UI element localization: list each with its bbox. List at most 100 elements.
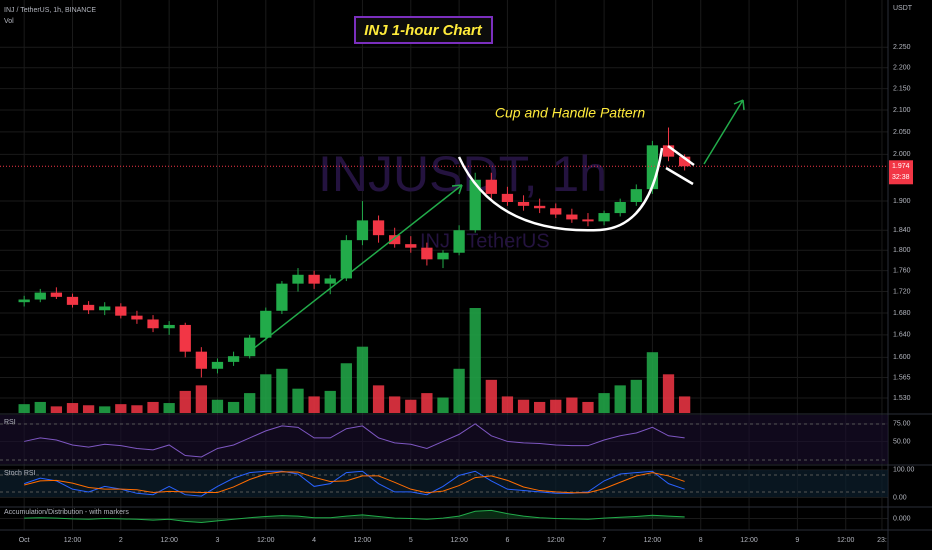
handle-lines — [665, 144, 695, 186]
volume-label: Vol — [4, 18, 14, 25]
arrow-head — [451, 184, 463, 195]
volume-bar — [147, 401, 159, 413]
volume-bar — [405, 399, 417, 413]
volume-bar — [66, 403, 79, 413]
candle-body — [260, 310, 272, 338]
y-tick-label: 0.00 — [893, 494, 907, 501]
candle-body — [276, 283, 288, 311]
y-tick-label: 1.840 — [893, 227, 911, 234]
candle-body — [517, 201, 530, 206]
x-tick-label: 12:00 — [354, 537, 372, 544]
x-tick-label: 4 — [312, 537, 316, 544]
rsi-band — [0, 415, 888, 464]
volume-bar — [179, 390, 191, 413]
candle-body — [614, 201, 626, 214]
cup-curve — [457, 147, 664, 232]
indicator-line — [24, 471, 685, 494]
volume-bar — [195, 385, 207, 413]
y-tick-label: 1.680 — [893, 310, 911, 317]
last-price-label: 1.974 — [892, 163, 910, 170]
x-tick-label: 8 — [699, 537, 703, 544]
volume-bar — [646, 352, 659, 413]
x-tick-label: 2 — [119, 537, 123, 544]
volume-bar — [598, 393, 610, 413]
candle-body — [66, 296, 79, 305]
volume-bar — [324, 390, 336, 413]
candle-body — [389, 235, 401, 245]
volume-bar — [227, 401, 240, 413]
candle-body — [244, 337, 256, 357]
volume-bar — [260, 374, 272, 413]
x-tick-label: 9 — [795, 537, 799, 544]
arrow-head — [733, 99, 745, 111]
watermark: INJUSDT, 1h — [318, 146, 607, 202]
x-tick-label: 12:00 — [547, 537, 565, 544]
candle-body — [566, 214, 578, 220]
candle-body — [453, 230, 465, 253]
candle-body — [99, 306, 111, 311]
candle-body — [115, 306, 127, 316]
stoch-band — [0, 470, 888, 497]
volume-bar — [582, 401, 594, 413]
volume-bar — [630, 379, 642, 413]
candle-body — [582, 219, 594, 222]
candle-body — [501, 193, 514, 202]
candle-body — [646, 145, 659, 190]
volume-bar — [517, 399, 530, 413]
y-tick-label: 2.050 — [893, 129, 911, 136]
symbol-label: INJ / TetherUS, 1h, BINANCE — [4, 7, 96, 14]
pane-title: Stoch RSI — [4, 470, 36, 477]
candle-body — [131, 315, 143, 320]
pane-title: Accumulation/Distribution - with markers — [4, 509, 129, 516]
x-tick-label: 12:00 — [257, 537, 275, 544]
x-tick-label: 3 — [216, 537, 220, 544]
candle-body — [308, 274, 320, 284]
volume-bar — [115, 404, 127, 413]
y-tick-label: 50.00 — [893, 438, 911, 445]
y-tick-label: 100.00 — [893, 467, 915, 474]
volume-bar — [678, 396, 691, 413]
volume-bar — [340, 363, 352, 413]
y-tick-label: 2.100 — [893, 107, 911, 114]
x-tick-label: 12:00 — [837, 537, 855, 544]
last-price-tag — [889, 160, 913, 185]
volume-bar — [211, 399, 224, 413]
x-tick-label: 12:00 — [160, 537, 178, 544]
y-tick-label: 1.640 — [893, 332, 911, 339]
volume-bar — [163, 403, 175, 413]
volume-bar — [50, 406, 63, 413]
candle-body — [405, 244, 417, 248]
volume-bar — [469, 308, 481, 413]
volume-bar — [292, 388, 304, 413]
y-tick-label: 75.00 — [893, 421, 911, 428]
y-tick-label: 2.150 — [893, 85, 911, 92]
candle-body — [179, 324, 191, 352]
candle-body — [147, 319, 159, 329]
countdown: 32:38 — [892, 174, 910, 181]
candle-body — [630, 189, 642, 202]
volume-bar — [18, 404, 30, 413]
volume-bar — [276, 368, 288, 413]
y-tick-label: 1.565 — [893, 374, 911, 381]
volume-bar — [662, 374, 675, 413]
candle-body — [598, 213, 610, 222]
volume-bar — [566, 397, 578, 413]
y-tick-label: 1.900 — [893, 198, 911, 205]
y-tick-label: 1.800 — [893, 247, 911, 254]
volume-bar — [356, 346, 369, 413]
x-tick-label: 12:00 — [740, 537, 758, 544]
candle-body — [195, 351, 207, 369]
breakout-arrow — [703, 99, 744, 165]
y-tick-label: 2.000 — [893, 151, 911, 158]
indicator-line — [24, 423, 685, 458]
volume-bar — [614, 385, 626, 413]
volume-bar — [372, 385, 385, 413]
x-tick-label: 7 — [602, 537, 606, 544]
y-tick-label: 1.600 — [893, 354, 911, 361]
volume-bar — [534, 401, 546, 413]
volume-bar — [453, 368, 465, 413]
candle-body — [82, 304, 95, 311]
x-tick-label: 12:00 — [450, 537, 468, 544]
